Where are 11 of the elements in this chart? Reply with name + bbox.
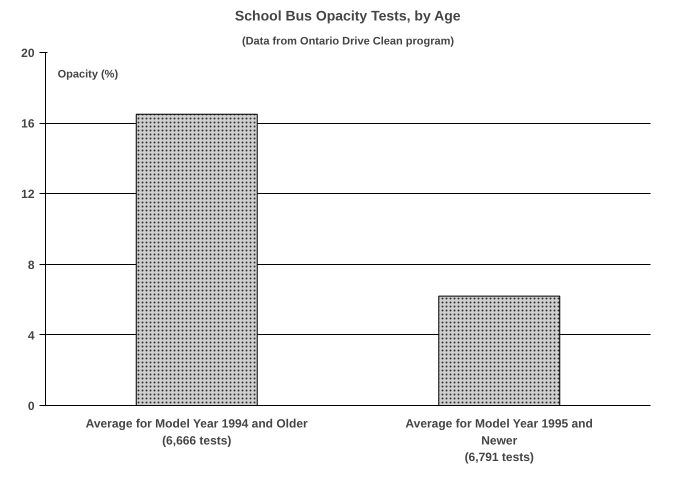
y-tick-label: 0 [28, 399, 35, 413]
x-tick-label: Average for Model Year 1994 and Older (6,666 tests) [86, 416, 308, 448]
y-tick-label: 16 [21, 116, 35, 131]
y-axis-title: Opacity (%) [58, 68, 118, 80]
chart-subtitle: (Data from Ontario Drive Clean program) [242, 36, 454, 48]
x-tick-label: Average for Model Year 1995 and Newer (6,791 tests) [405, 416, 593, 464]
y-tick-label: 12 [21, 187, 35, 202]
chart-title: School Bus Opacity Tests, by Age [234, 8, 461, 24]
y-tick-label: 8 [28, 258, 35, 272]
y-tick-label: 4 [28, 328, 35, 342]
y-tick-label: 20 [21, 46, 35, 60]
